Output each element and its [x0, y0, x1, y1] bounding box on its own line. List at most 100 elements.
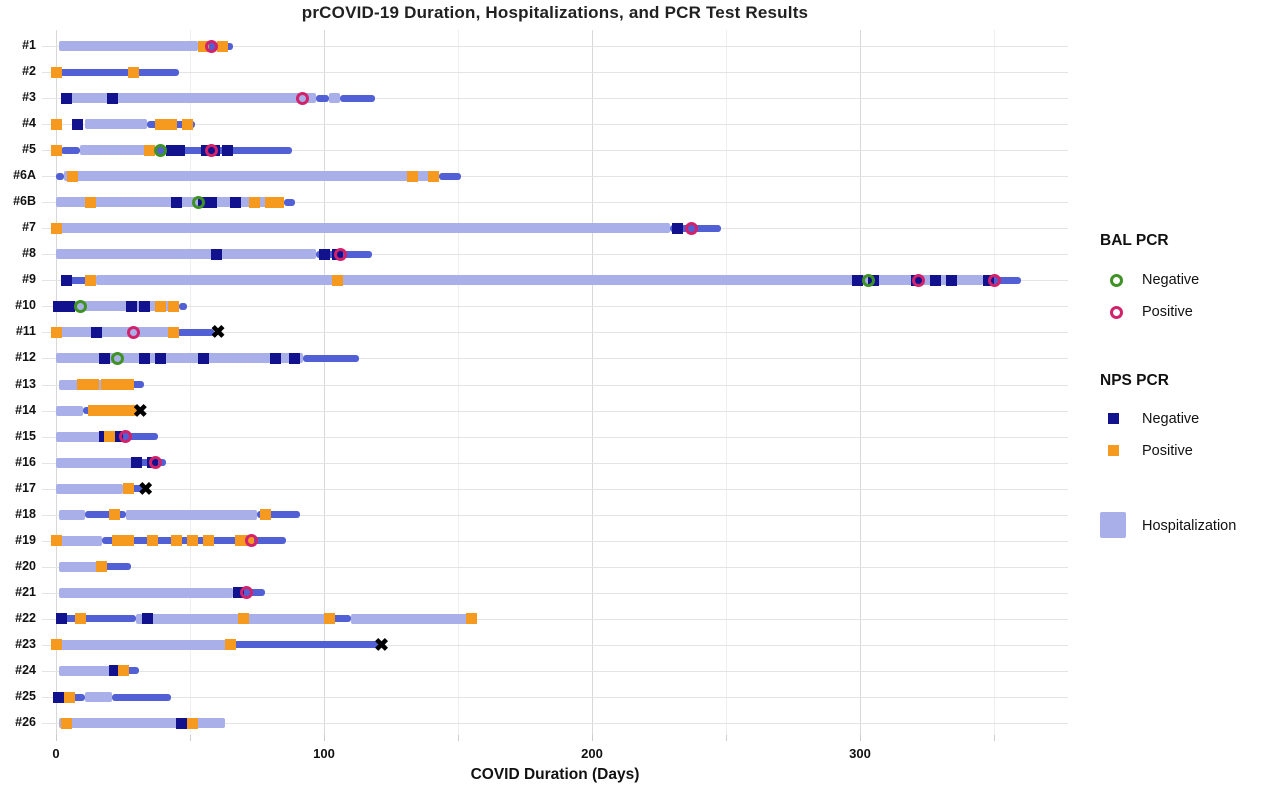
plot-area: ✖ ✖ ✖ ✖	[42, 30, 1068, 735]
y-axis-label: #5	[22, 142, 36, 157]
nps-negative-marker	[125, 300, 137, 312]
hospitalization-bar	[56, 249, 316, 260]
x-tickmark	[56, 735, 57, 741]
hospitalization-bar	[80, 145, 150, 156]
nps-positive-marker	[197, 40, 209, 52]
nps-positive-marker	[85, 274, 97, 286]
nps-positive-marker	[248, 196, 260, 208]
nps-negative-marker	[176, 717, 188, 729]
nps-positive-marker	[85, 196, 97, 208]
bal-negative-marker	[861, 273, 875, 287]
nps-positive-marker	[50, 535, 62, 547]
nps-negative-marker	[929, 274, 941, 286]
y-axis-label: #14	[15, 402, 36, 417]
x-tickmark	[458, 735, 459, 741]
y-axis-label: #22	[15, 610, 36, 625]
nps-positive-marker	[125, 405, 137, 417]
nps-negative-legend-icon	[1108, 413, 1119, 424]
bal-negative-marker	[111, 351, 125, 365]
gridline-minor	[994, 30, 995, 735]
row-gridline	[42, 384, 1068, 386]
duration-line	[56, 172, 65, 180]
gridline-major	[56, 30, 57, 735]
nps-negative-marker	[130, 457, 142, 469]
nps-negative-marker	[230, 196, 242, 208]
gridline-major	[860, 30, 861, 735]
row-gridline	[42, 410, 1068, 412]
hospitalization-bar	[58, 327, 177, 338]
x-tick-label: 200	[581, 746, 603, 761]
gridline-minor	[726, 30, 727, 735]
duration-line	[176, 328, 215, 336]
legend-nps-title: NPS PCR	[1100, 372, 1169, 389]
nps-negative-marker	[53, 300, 65, 312]
row-gridline	[42, 98, 1068, 100]
duration-line	[257, 511, 300, 519]
nps-positive-marker	[331, 274, 343, 286]
nps-negative-marker	[53, 691, 65, 703]
nps-positive-marker	[50, 326, 62, 338]
nps-positive-marker	[96, 561, 108, 573]
nps-positive-marker	[122, 483, 134, 495]
legend-hospitalization-label: Hospitalization	[1142, 518, 1237, 534]
legend-nps-negative-label: Negative	[1142, 411, 1200, 427]
y-axis-label: #15	[15, 428, 36, 443]
nps-positive-marker	[238, 613, 250, 625]
bal-negative-legend-icon	[1110, 274, 1123, 287]
nps-positive-marker	[323, 613, 335, 625]
duration-line	[230, 641, 378, 649]
legend-nps-positive-label: Positive	[1142, 443, 1193, 459]
nps-positive-marker	[165, 118, 177, 130]
y-axis-label: #17	[15, 480, 36, 495]
gridline-major	[324, 30, 325, 735]
bal-positive-marker	[296, 91, 310, 105]
x-tickmark	[324, 735, 325, 741]
nps-positive-marker	[203, 535, 215, 547]
hospitalization-legend-icon	[1100, 512, 1126, 538]
nps-negative-marker	[138, 300, 150, 312]
hospitalization-bar	[96, 275, 984, 286]
bal-positive-marker	[987, 273, 1001, 287]
y-axis-label: #2	[22, 64, 36, 79]
bal-positive-marker	[204, 143, 218, 157]
x-tickmark	[994, 735, 995, 741]
nps-negative-marker	[945, 274, 957, 286]
duration-line	[98, 563, 132, 571]
y-axis-label: #18	[15, 506, 36, 521]
row-gridline	[42, 644, 1068, 646]
hospitalization-bar	[85, 692, 113, 702]
nps-positive-marker	[406, 170, 418, 182]
hospitalization-bar	[58, 718, 225, 729]
nps-positive-marker	[181, 118, 193, 130]
bal-positive-marker	[127, 325, 141, 339]
y-axis-label: #6B	[13, 194, 36, 209]
row-gridline	[42, 202, 1068, 204]
nps-positive-marker	[88, 379, 100, 391]
hospitalization-bar	[58, 587, 233, 598]
nps-positive-marker	[50, 144, 62, 156]
row-gridline	[42, 332, 1068, 334]
gridline-minor	[190, 30, 191, 735]
hospitalization-bar	[56, 301, 180, 312]
hospitalization-bar	[64, 171, 440, 182]
nps-positive-marker	[272, 196, 284, 208]
duration-line	[56, 615, 137, 623]
nps-positive-marker	[106, 405, 118, 417]
nps-negative-marker	[109, 665, 121, 677]
duration-line	[179, 302, 188, 310]
nps-negative-marker	[289, 352, 301, 364]
legend-bal-title: BAL PCR	[1100, 232, 1169, 249]
hospitalization-bar	[56, 353, 303, 364]
x-tick-label: 300	[849, 746, 871, 761]
row-gridline	[42, 592, 1068, 594]
hospitalization-bar	[329, 93, 341, 104]
y-axis-label: #3	[22, 90, 36, 105]
nps-negative-marker	[222, 144, 234, 156]
chart-title: prCOVID-19 Duration, Hospitalizations, a…	[301, 3, 809, 22]
row-gridline	[42, 540, 1068, 542]
y-axis-label: #11	[15, 324, 36, 339]
row-gridline	[42, 358, 1068, 360]
row-gridline	[42, 697, 1068, 698]
nps-positive-marker	[112, 535, 124, 547]
duration-line	[329, 615, 351, 623]
